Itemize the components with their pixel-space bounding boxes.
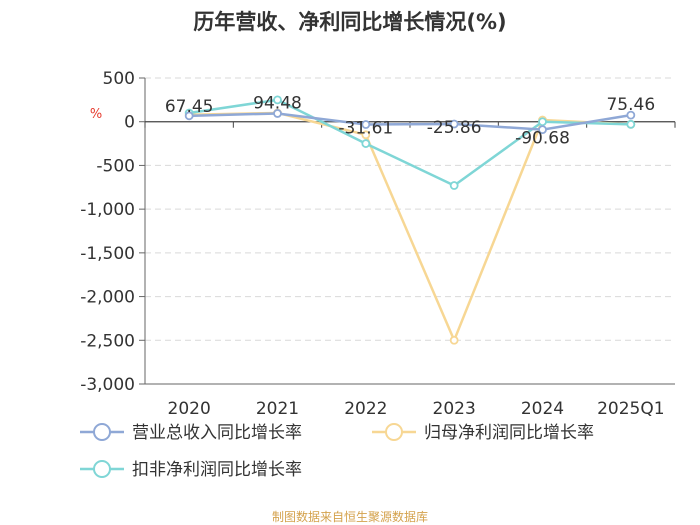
y-tick-label: -1,000 [80, 200, 135, 220]
legend-item[interactable]: 归母净利润同比增长率 [372, 423, 594, 443]
x-tick-label: 2021 [256, 399, 299, 419]
x-tick-label: 2024 [521, 399, 564, 419]
data-point [626, 110, 636, 120]
data-label: 94.48 [253, 93, 302, 113]
axes: 500 0 -500 -1,000 -1,500 -2,000 -2,500 -3,000 20… [80, 69, 676, 419]
data-point [184, 111, 194, 121]
y-tick-label: -2,500 [80, 331, 135, 351]
y-tick-label: -2,000 [80, 288, 135, 308]
data-point [449, 181, 459, 190]
legend-marker [93, 460, 111, 478]
data-point [449, 335, 459, 345]
legend-item[interactable]: 营业总收入同比增长率 [80, 423, 302, 443]
data-point [361, 139, 371, 148]
legend-marker [385, 423, 403, 441]
legend-marker [93, 423, 111, 441]
y-tick-label: 500 [103, 69, 135, 89]
x-tick-label: 2020 [168, 399, 211, 419]
y-axis-unit: % [90, 107, 102, 122]
x-tick-label: 2025Q1 [597, 399, 664, 419]
series-group [184, 95, 636, 345]
data-label: 67.45 [165, 97, 214, 117]
x-tick-label: 2023 [433, 399, 476, 419]
data-point [273, 95, 282, 105]
legend-label: 归母净利润同比增长率 [424, 423, 594, 443]
data-point [538, 125, 547, 135]
data-label: -31.61 [338, 118, 393, 138]
data-label: -25.86 [427, 118, 482, 138]
chart-title: 历年营收、净利同比增长情况(%) [193, 10, 506, 34]
y-tick-label: -1,500 [80, 244, 135, 264]
series-line [188, 98, 631, 187]
series-line [189, 112, 632, 131]
source-note: 制图数据来自恒生聚源数据库 [272, 509, 428, 524]
y-tick-label: -3,000 [80, 375, 135, 395]
data-label: 75.46 [606, 95, 655, 115]
data-point [538, 117, 547, 127]
data-point [361, 130, 371, 140]
data-point [626, 119, 636, 129]
legend-label: 营业总收入同比增长率 [132, 423, 302, 443]
legend-label: 扣非净利润同比增长率 [132, 460, 302, 480]
data-point [273, 109, 282, 118]
legend-item[interactable]: 扣非净利润同比增长率 [80, 460, 302, 480]
x-tick-label: 2022 [344, 399, 387, 419]
y-tick-label: -500 [96, 156, 135, 176]
data-label: -90.68 [515, 129, 570, 149]
y-tick-label: 0 [124, 113, 135, 133]
data-point [361, 120, 371, 129]
data-labels: 67.45 94.48 -31.61 -25.86 -90.68 75.46 [165, 93, 655, 148]
data-point [449, 119, 459, 129]
